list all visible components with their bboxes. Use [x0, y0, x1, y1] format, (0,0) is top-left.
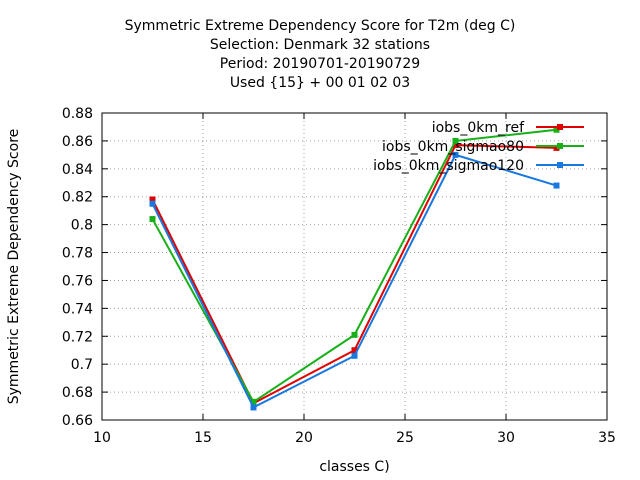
x-axis: 10 15 20 25 30 35	[93, 113, 616, 446]
y-tick-label: 0.72	[62, 329, 93, 345]
y-tick-label: 0.7	[71, 357, 93, 373]
title-line-4: Used {15} + 00 01 02 03	[229, 75, 411, 91]
data-point	[351, 352, 358, 359]
data-point	[553, 182, 560, 189]
y-tick-label: 0.78	[62, 246, 93, 262]
data-point	[553, 126, 560, 133]
plot-frame	[101, 112, 608, 421]
legend-marker	[557, 124, 563, 130]
grid-lines	[102, 113, 607, 420]
x-tick-label: 10	[93, 430, 111, 446]
y-axis-label: Symmetric Extreme Dependency Score	[6, 129, 22, 405]
x-tick-label: 30	[497, 430, 515, 446]
data-point	[149, 216, 156, 223]
data-point	[452, 142, 459, 149]
y-tick-label: 0.68	[62, 385, 93, 401]
y-tick-label: 0.8	[71, 218, 93, 234]
data-point	[149, 200, 156, 207]
legend-label: iobs_0km_sigmao80	[382, 139, 524, 155]
data-point	[553, 144, 560, 151]
data-point	[351, 347, 358, 354]
data-point	[149, 196, 156, 203]
title-line-1: Symmetric Extreme Dependency Score for T…	[124, 18, 516, 34]
x-axis-label: classes C)	[319, 459, 389, 475]
y-tick-label: 0.86	[62, 134, 93, 150]
x-tick-label: 35	[598, 430, 616, 446]
y-tick-label: 0.82	[62, 190, 93, 206]
data-point	[452, 137, 459, 144]
y-tick-label: 0.84	[62, 162, 93, 178]
data-point	[250, 404, 257, 411]
x-tick-label: 25	[396, 430, 414, 446]
legend-marker	[557, 162, 563, 168]
series-line	[151, 153, 557, 409]
legend-label: iobs_0km_ref	[432, 120, 525, 136]
x-tick-label: 20	[295, 430, 313, 446]
data-point	[351, 331, 358, 338]
series-group	[149, 126, 560, 411]
y-tick-label: 0.74	[62, 301, 93, 317]
data-point	[452, 151, 459, 158]
data-point	[250, 398, 257, 405]
y-axis: 0.66 0.68 0.7 0.72 0.74 0.76 0.78 0.8 0.82 0.84 0.…	[62, 106, 607, 429]
legend-marker	[557, 143, 563, 149]
y-tick-label: 0.66	[62, 413, 93, 429]
legend-label: iobs_0km_sigmao120	[373, 158, 524, 174]
title-line-3: Period: 20190701-20190729	[219, 56, 421, 72]
x-tick-label: 15	[194, 430, 212, 446]
y-tick-label: 0.88	[62, 106, 93, 122]
legend: iobs_0km_ref iobs_0km_sigmao80 iobs_0km_si…	[373, 120, 584, 174]
title-line-2: Selection: Denmark 32 stations	[209, 37, 431, 53]
y-tick-label: 0.76	[62, 273, 93, 289]
